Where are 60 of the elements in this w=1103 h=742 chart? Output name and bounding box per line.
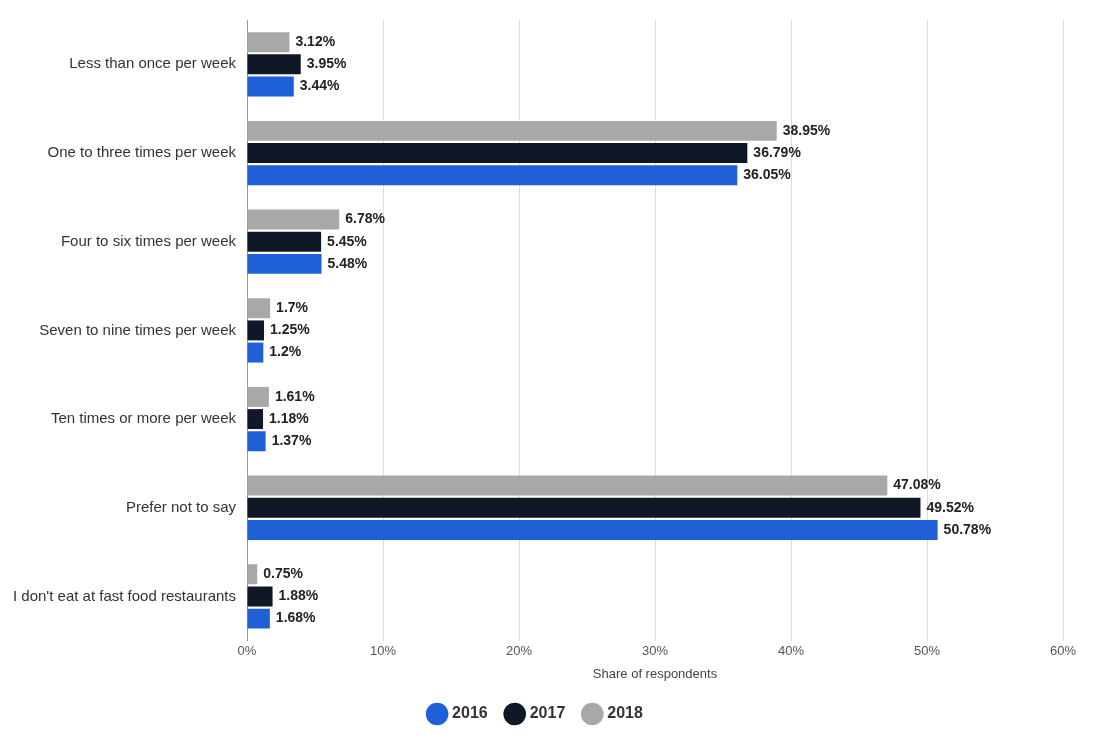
x-tick-label: 10% <box>369 643 397 659</box>
bar <box>247 564 258 585</box>
data-label: 1.37% <box>271 432 312 449</box>
data-label: 6.78% <box>345 210 386 227</box>
legend-label: 2016 <box>452 704 488 722</box>
x-tick-label: 50% <box>913 643 941 659</box>
data-label: 49.52% <box>926 498 975 515</box>
data-label: 1.2% <box>269 343 302 360</box>
bar <box>247 253 322 274</box>
x-axis-title: Share of respondents <box>592 665 718 681</box>
data-label: 3.12% <box>295 33 336 50</box>
y-tick-label: Ten times or more per week <box>50 409 237 427</box>
data-label: 1.61% <box>274 387 316 404</box>
data-label: 0.75% <box>263 565 304 582</box>
bar <box>247 298 271 319</box>
bar <box>247 76 294 97</box>
bar <box>247 497 921 518</box>
data-label: 3.44% <box>299 77 341 94</box>
bar <box>247 32 290 53</box>
x-tick-label: 20% <box>505 643 533 659</box>
data-label: 1.7% <box>276 299 309 316</box>
data-label: 3.95% <box>306 55 347 72</box>
data-label: 1.88% <box>278 587 319 604</box>
data-label: 5.48% <box>327 254 368 271</box>
y-tick-label: Less than once per week <box>69 54 237 72</box>
y-tick-label: Seven to nine times per week <box>39 320 237 338</box>
data-label: 50.78% <box>943 520 992 537</box>
x-tick-label: 30% <box>641 643 669 659</box>
data-label: 5.45% <box>327 232 368 249</box>
bar <box>247 165 738 186</box>
data-label: 47.08% <box>893 476 942 493</box>
data-label: 1.18% <box>269 409 310 426</box>
y-tick-label: Four to six times per week <box>60 231 237 249</box>
bar <box>247 54 301 75</box>
bar <box>247 586 273 607</box>
bar <box>247 120 777 141</box>
y-tick-label: I don't eat at fast food restaurants <box>12 586 236 604</box>
y-tick-label: Prefer not to say <box>125 497 237 515</box>
data-label: 1.68% <box>275 609 317 626</box>
bar <box>247 431 266 452</box>
bar <box>247 320 264 341</box>
x-tick-label: 40% <box>777 643 805 659</box>
x-tick-label: 60% <box>1049 643 1077 659</box>
legend-label: 2018 <box>607 704 643 722</box>
bar <box>247 231 322 252</box>
bar <box>247 209 340 230</box>
data-label: 36.05% <box>743 166 792 183</box>
x-tick-label: 0% <box>237 643 257 659</box>
data-label: 38.95% <box>782 121 831 138</box>
bar <box>247 143 748 164</box>
bar <box>247 519 938 540</box>
data-label: 1.25% <box>270 321 311 338</box>
bar <box>247 608 270 629</box>
bar <box>247 342 264 363</box>
data-label: 36.79% <box>753 143 802 160</box>
bar <box>247 475 888 496</box>
bar <box>247 409 264 430</box>
y-tick-label: One to three times per week <box>47 143 237 161</box>
bar <box>247 386 269 407</box>
legend-label: 2017 <box>529 704 566 722</box>
